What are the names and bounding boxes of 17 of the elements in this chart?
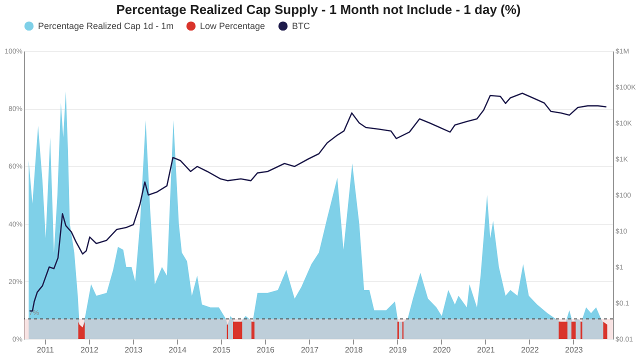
x-tick-label: 2022 (521, 346, 540, 354)
x-tick-label: 2018 (344, 346, 364, 354)
x-tick-label: 2017 (300, 346, 320, 354)
legend-label: Percentage Realized Cap 1d - 1m (38, 21, 174, 32)
x-tick-label: 2019 (388, 346, 408, 354)
x-tick-label: 2013 (124, 346, 143, 354)
x-tick-label: 2023 (565, 346, 584, 354)
x-tick-label: 2011 (36, 346, 55, 354)
x-tick-label: 2016 (256, 346, 276, 354)
legend-label: Low Percentage (200, 21, 266, 32)
x-tick-label: 2012 (80, 346, 99, 354)
x-tick-label: 2015 (212, 346, 232, 354)
chart-title: Percentage Realized Cap Supply - 1 Month not Include - 1 day (%) (116, 2, 521, 17)
legend-label: BTC (292, 21, 310, 32)
x-tick-label: 2020 (432, 346, 452, 354)
x-tick-label: 2021 (477, 346, 496, 354)
x-tick-label: 2014 (168, 346, 187, 354)
